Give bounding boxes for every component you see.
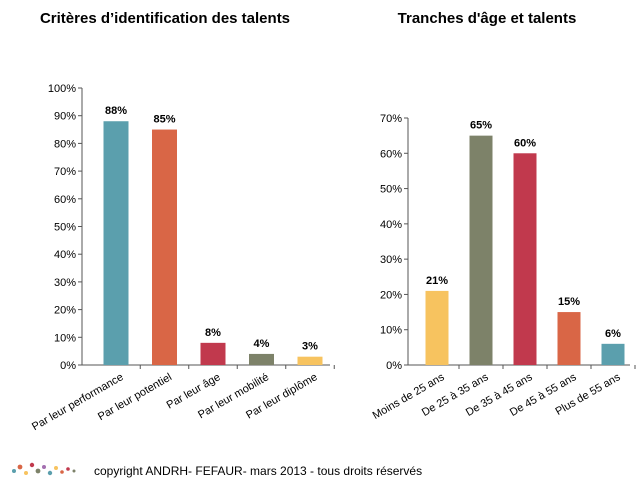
criteria-data-label: 85% xyxy=(153,114,175,126)
footer-copyright: copyright ANDRH- FEFAUR- mars 2013 - tou… xyxy=(94,464,423,478)
criteria-y-tick-label: 10% xyxy=(54,332,76,344)
age-data-label: 15% xyxy=(558,296,580,308)
logo-dots-icon xyxy=(12,462,76,476)
criteria-y-tick-label: 0% xyxy=(60,360,76,372)
criteria-y-tick-label: 70% xyxy=(54,166,76,178)
age-bar xyxy=(601,343,625,365)
age-bar xyxy=(557,312,581,365)
criteria-y-tick-label: 30% xyxy=(54,277,76,289)
age-y-tick-label: 0% xyxy=(386,360,402,372)
age-y-tick-label: 10% xyxy=(380,325,402,337)
criteria-y-tick-label: 20% xyxy=(54,305,76,317)
criteria-y-tick-label: 60% xyxy=(54,194,76,206)
criteria-y-tick-label: 40% xyxy=(54,249,76,261)
criteria-bar xyxy=(249,353,274,365)
criteria-y-tick-label: 100% xyxy=(48,83,76,95)
criteria-data-label: 88% xyxy=(105,105,127,117)
age-y-tick-label: 50% xyxy=(380,184,402,196)
age-y-tick-label: 70% xyxy=(380,113,402,125)
chart-title-age: Tranches d'âge et talents xyxy=(397,10,577,27)
age-y-tick-label: 60% xyxy=(380,148,402,160)
criteria-data-label: 3% xyxy=(302,341,318,353)
age-category-label: Moins de 25 ans xyxy=(371,371,447,422)
age-y-tick-label: 20% xyxy=(380,289,402,301)
criteria-data-label: 4% xyxy=(254,338,270,350)
age-data-label: 6% xyxy=(605,328,621,340)
criteria-bar xyxy=(297,356,323,365)
age-bar xyxy=(513,153,537,365)
criteria-bar xyxy=(152,129,177,365)
age-y-tick-label: 40% xyxy=(380,219,402,231)
age-data-label: 60% xyxy=(514,137,536,149)
criteria-y-tick-label: 80% xyxy=(54,138,76,150)
age-data-label: 21% xyxy=(426,275,448,287)
chart-title-criteria: Critères d’identification des talents xyxy=(39,10,291,27)
criteria-y-tick-label: 50% xyxy=(54,222,76,234)
age-y-tick-label: 30% xyxy=(380,254,402,266)
criteria-bar xyxy=(200,342,226,365)
age-bar xyxy=(469,135,493,365)
age-data-label: 65% xyxy=(470,120,492,132)
criteria-bar xyxy=(103,121,129,366)
criteria-data-label: 8% xyxy=(205,327,221,339)
age-bar xyxy=(425,290,449,365)
criteria-y-tick-label: 90% xyxy=(54,111,76,123)
